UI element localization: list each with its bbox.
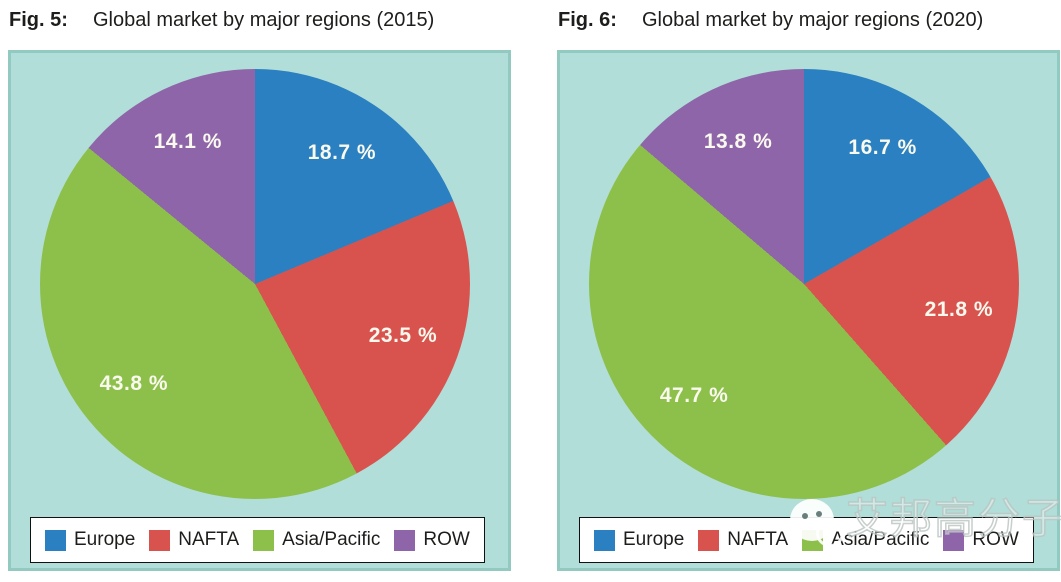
- legend-swatch-row: [943, 529, 965, 551]
- figure-number-2015: Fig. 5:: [9, 9, 68, 31]
- slice-label-europe-2015: 18.7 %: [307, 141, 377, 165]
- legend-2020: Europe NAFTA Asia/Pacific ROW: [579, 517, 1034, 563]
- legend-swatch-nafta: [149, 529, 171, 551]
- figure-number-2020: Fig. 6:: [558, 9, 617, 31]
- chart-panel-2015: 18.7 % 23.5 % 43.8 % 14.1 % Europe NAFTA…: [8, 50, 511, 571]
- figure-title-2015: Fig. 5: Global market by major regions (2…: [9, 9, 434, 35]
- legend-item-europe: Europe: [45, 529, 135, 551]
- figure-caption-2020: Global market by major regions (2020): [642, 9, 984, 31]
- legend-item-asia-pacific: Asia/Pacific: [802, 529, 929, 551]
- figure-caption-2015: Global market by major regions (2015): [93, 9, 435, 31]
- legend-swatch-europe: [45, 529, 66, 551]
- slice-label-nafta-2015: 23.5 %: [368, 324, 438, 348]
- legend-item-europe: Europe: [594, 529, 684, 551]
- legend-2015: Europe NAFTA Asia/Pacific ROW: [30, 517, 485, 563]
- legend-label-europe: Europe: [623, 529, 685, 550]
- slice-label-nafta-2020: 21.8 %: [924, 297, 994, 321]
- legend-label-nafta: NAFTA: [178, 529, 240, 550]
- legend-item-nafta: NAFTA: [698, 529, 788, 551]
- legend-label-asia-pacific: Asia/Pacific: [282, 529, 381, 550]
- legend-label-row: ROW: [972, 529, 1019, 550]
- figure-title-2020: Fig. 6: Global market by major regions (2…: [558, 9, 983, 35]
- legend-item-nafta: NAFTA: [149, 529, 239, 551]
- legend-swatch-europe: [594, 529, 615, 551]
- slice-label-row-2015: 14.1 %: [153, 130, 222, 154]
- legend-swatch-row: [394, 529, 416, 551]
- pie-chart-2020: 16.7 % 21.8 % 47.7 % 13.8 %: [589, 69, 1019, 499]
- legend-label-row: ROW: [423, 529, 470, 550]
- slice-label-europe-2020: 16.7 %: [848, 136, 917, 160]
- legend-label-europe: Europe: [74, 529, 136, 550]
- pie-chart-2015: 18.7 % 23.5 % 43.8 % 14.1 %: [40, 69, 470, 499]
- legend-label-nafta: NAFTA: [727, 529, 789, 550]
- legend-item-row: ROW: [394, 529, 470, 551]
- slice-label-row-2020: 13.8 %: [703, 129, 773, 153]
- legend-swatch-asia-pacific: [802, 529, 824, 551]
- slice-label-asia-pacific-2015: 43.8 %: [99, 371, 169, 395]
- legend-swatch-nafta: [698, 529, 720, 551]
- legend-swatch-asia-pacific: [253, 529, 275, 551]
- legend-label-asia-pacific: Asia/Pacific: [831, 529, 930, 550]
- legend-item-row: ROW: [943, 529, 1019, 551]
- slice-label-asia-pacific-2020: 47.7 %: [659, 384, 729, 408]
- chart-panel-2020: 16.7 % 21.8 % 47.7 % 13.8 % Europe NAFTA…: [557, 50, 1060, 571]
- legend-item-asia-pacific: Asia/Pacific: [253, 529, 380, 551]
